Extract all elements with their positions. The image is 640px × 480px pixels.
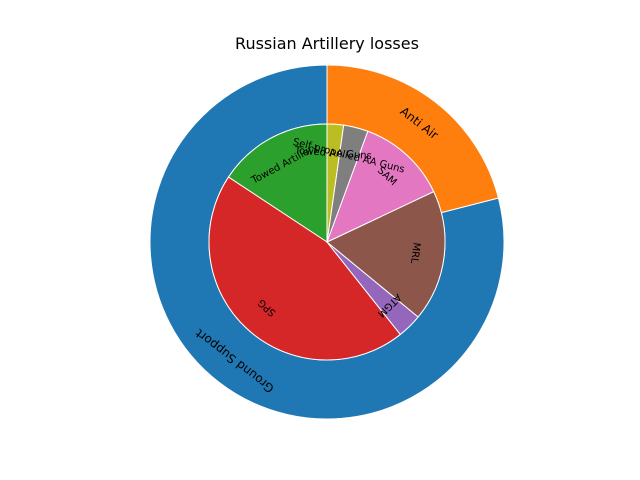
chart-title: Russian Artillery losses — [235, 34, 419, 53]
slice-sam-inner — [326, 130, 435, 243]
inner-ring — [208, 123, 446, 361]
slice-towed-artillery-inner — [227, 123, 328, 243]
slice-towed-aa-guns-inner — [326, 123, 345, 243]
slice-label-towed-aa-guns: Towed AA Guns — [293, 145, 372, 161]
slice-mrl-inner — [326, 190, 446, 318]
slice-spg-inner — [208, 176, 402, 361]
slice-label-mrl: MRL — [408, 242, 422, 265]
